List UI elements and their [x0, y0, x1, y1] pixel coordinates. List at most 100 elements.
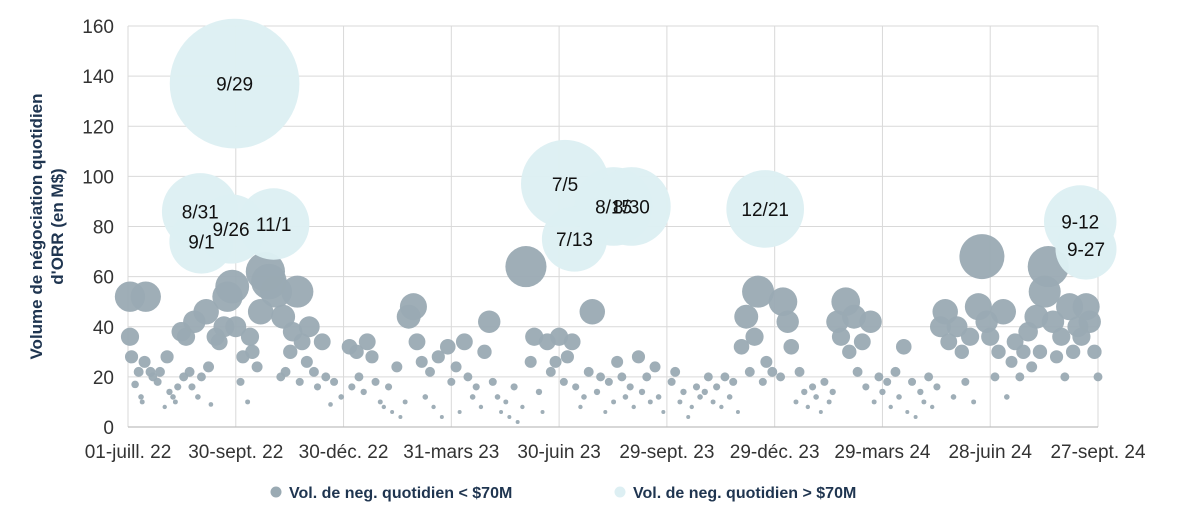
bubble-under-70m [697, 394, 703, 400]
bubble-under-70m [447, 377, 456, 386]
y-tick-label: 60 [93, 268, 114, 289]
x-tick-label: 29-sept. 23 [619, 442, 714, 463]
bubble-under-70m [208, 402, 214, 407]
bubble-under-70m [507, 414, 512, 419]
bubble-under-70m [422, 394, 429, 400]
bubble-under-70m [391, 361, 403, 373]
bubble-under-70m [924, 372, 934, 382]
bubble-under-70m [954, 344, 969, 359]
bubble-under-70m [524, 355, 537, 368]
bubble-under-70m [713, 383, 721, 391]
x-tick-label: 30-juin 23 [517, 442, 600, 463]
bubble-under-70m [153, 377, 162, 386]
bubble-under-70m [981, 327, 1000, 346]
bubble-under-70m [975, 310, 998, 333]
bubble-under-70m [734, 304, 759, 329]
bubble-under-70m [1087, 344, 1102, 359]
bubble-under-70m [820, 377, 829, 386]
bubble-under-70m [251, 361, 263, 373]
bubble-under-70m [720, 372, 730, 382]
bubble-under-70m [929, 316, 951, 338]
bubble-under-70m [729, 377, 738, 386]
bubble-under-70m [647, 399, 653, 405]
bubble-under-70m [1015, 372, 1025, 382]
y-tick-label: 100 [82, 167, 114, 188]
bubble-under-70m [457, 409, 462, 414]
bubble-under-70m [686, 414, 691, 419]
bubble-under-70m [735, 409, 740, 414]
bubble-under-70m [210, 333, 228, 351]
bubble-under-70m [431, 404, 436, 410]
bubble-under-70m [960, 327, 980, 346]
bubble-under-70m [883, 377, 892, 386]
bubble-under-70m [1026, 361, 1038, 373]
bubble-over-70m [169, 18, 300, 149]
bubble-under-70m [818, 409, 823, 414]
bubble-under-70m [1016, 344, 1031, 359]
bubble-under-70m [578, 404, 583, 410]
bubble-under-70m [726, 394, 733, 400]
bubble-under-70m [758, 377, 767, 386]
bubble-under-70m [439, 414, 444, 419]
bubble-under-70m [225, 316, 247, 338]
bubble-under-70m [321, 372, 331, 382]
bubble-under-70m [874, 372, 884, 382]
bubble-under-70m [596, 372, 606, 382]
bubble-under-70m [680, 388, 687, 396]
bubble-over-70m [726, 170, 805, 248]
bubble-under-70m [281, 275, 314, 308]
bubble-under-70m [808, 383, 817, 391]
bubble-under-70m [670, 366, 681, 377]
bubble-under-70m [313, 333, 331, 351]
bubble-under-70m [767, 366, 778, 377]
bubble-under-70m [661, 409, 666, 414]
bubble-under-70m [308, 366, 319, 377]
bubble-under-70m [408, 333, 426, 351]
bubble-under-70m [744, 366, 755, 377]
bubble-under-70m [328, 402, 333, 407]
bubble-under-70m [933, 383, 941, 391]
bubble-under-70m [563, 333, 581, 351]
bubble-under-70m [236, 350, 250, 364]
bubble-under-70m [905, 409, 910, 414]
bubble-under-70m [1032, 344, 1048, 359]
bubble-over-70m [169, 209, 234, 274]
bubble-under-70m [330, 377, 339, 386]
bubble-under-70m [1028, 275, 1061, 308]
bubble-under-70m [494, 394, 501, 400]
bubble-under-70m [535, 388, 543, 396]
bubble-under-70m [203, 361, 215, 373]
bubble-under-70m [593, 388, 601, 396]
bubble-under-70m [842, 344, 857, 359]
bubble-under-70m [921, 399, 927, 405]
bubble-under-70m [431, 350, 445, 364]
bubble-under-70m [120, 327, 140, 346]
bubble-under-70m [710, 399, 716, 405]
bubble-under-70m [703, 372, 713, 382]
bubble-under-70m [745, 327, 764, 346]
x-tick-label: 30-déc. 22 [299, 442, 389, 463]
bubble-under-70m [583, 366, 594, 377]
bubble-under-70m [371, 377, 380, 386]
bubble-under-70m [450, 361, 462, 373]
bubble-under-70m [940, 333, 958, 351]
bubble-under-70m [188, 383, 196, 391]
bubble-under-70m [503, 399, 509, 405]
bubble-under-70m [196, 372, 206, 382]
bubble-date-label: 8/31 [182, 202, 219, 223]
bubble-under-70m [381, 404, 387, 410]
x-tick-label: 28-juin 24 [948, 442, 1032, 463]
legend: Vol. de neg. quotidien < $70M Vol. de neg… [270, 485, 856, 502]
bubble-under-70m [247, 298, 274, 325]
bubble-under-70m [742, 275, 775, 308]
bubble-under-70m [525, 327, 544, 346]
bubble-under-70m [760, 355, 773, 368]
bubble-under-70m [283, 344, 298, 359]
y-axis-title-line: Volume de négociation quotidien [27, 93, 46, 359]
bubble-under-70m [801, 388, 808, 396]
bubble-under-70m [402, 399, 408, 405]
bubble-under-70m [959, 234, 1005, 280]
bubble-under-70m [572, 383, 580, 391]
